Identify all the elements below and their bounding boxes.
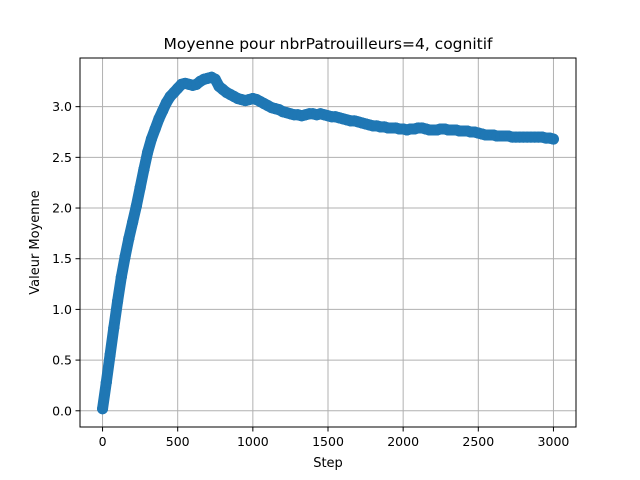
x-tick-label: 3000	[538, 434, 570, 449]
data-point	[149, 123, 161, 135]
data-point	[123, 232, 135, 244]
y-tick-label: 1.0	[52, 302, 72, 317]
grid	[80, 58, 576, 427]
data-point	[134, 182, 146, 194]
y-axis-ticks: 0.0 0.5 1.0 1.5 2.0 2.5 3.0	[52, 99, 80, 418]
y-tick-label: 0.0	[52, 403, 72, 418]
x-tick-label: 1500	[312, 434, 344, 449]
data-point	[145, 133, 157, 145]
x-tick-label: 500	[166, 434, 190, 449]
data-point	[127, 216, 139, 228]
y-tick-label: 2.0	[52, 201, 72, 216]
y-tick-label: 2.5	[52, 150, 72, 165]
x-tick-label: 0	[99, 434, 107, 449]
x-tick-label: 2000	[387, 434, 419, 449]
data-point	[138, 164, 150, 176]
data-point	[104, 349, 116, 361]
chart-title: Moyenne pour nbrPatrouilleurs=4, cogniti…	[164, 35, 494, 53]
x-tick-label: 2500	[462, 434, 494, 449]
data-point	[130, 200, 142, 212]
data-point	[97, 403, 109, 415]
x-tick-label: 1000	[237, 434, 269, 449]
data-point	[112, 295, 124, 307]
data-point	[142, 146, 154, 158]
y-tick-label: 1.5	[52, 251, 72, 266]
data-point	[100, 376, 112, 388]
data-point	[119, 251, 131, 263]
data-point	[108, 322, 120, 334]
y-tick-label: 3.0	[52, 99, 72, 114]
data-point	[115, 271, 127, 283]
x-axis-ticks: 0 500 1000 1500 2000 2500 3000	[99, 427, 570, 449]
data-points	[97, 71, 559, 415]
x-axis-label: Step	[313, 456, 343, 471]
y-tick-label: 0.5	[52, 353, 72, 368]
y-axis-label: Valeur Moyenne	[28, 190, 43, 295]
data-point	[547, 133, 559, 145]
